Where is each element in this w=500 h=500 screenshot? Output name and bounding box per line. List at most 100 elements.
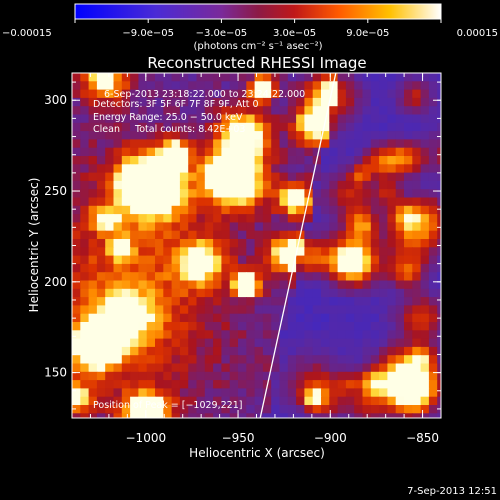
- heatmap-cell: [130, 230, 139, 240]
- heatmap-cell: [229, 263, 239, 273]
- heatmap-cell: [138, 297, 148, 306]
- heatmap-cell: [279, 255, 289, 265]
- heatmap-cell: [246, 297, 256, 306]
- heatmap-cell: [213, 180, 222, 190]
- heatmap-cell: [221, 272, 231, 282]
- heatmap-cell: [329, 305, 339, 315]
- heatmap-cell: [437, 122, 441, 132]
- heatmap-cell: [271, 355, 281, 365]
- heatmap-cell: [395, 97, 405, 107]
- heatmap-cell: [428, 73, 438, 82]
- heatmap-cell: [387, 288, 397, 298]
- heatmap-cell: [188, 214, 198, 223]
- heatmap-cell: [271, 172, 281, 182]
- heatmap-cell: [329, 346, 339, 356]
- heatmap-cell: [179, 122, 189, 132]
- heatmap-cell: [163, 172, 173, 182]
- heatmap-cell: [404, 255, 413, 265]
- heatmap-cell: [428, 230, 438, 240]
- heatmap-cell: [121, 346, 131, 356]
- heatmap-cell: [296, 413, 305, 418]
- heatmap-cell: [138, 380, 148, 389]
- heatmap-cell: [238, 197, 247, 207]
- heatmap-cell: [362, 263, 372, 273]
- heatmap-cell: [437, 288, 441, 298]
- heatmap-cell: [196, 147, 206, 157]
- heatmap-cell: [412, 363, 422, 373]
- heatmap-cell: [287, 180, 297, 190]
- heatmap-cell: [395, 214, 405, 223]
- heatmap-cell: [345, 73, 355, 82]
- heatmap-cell: [155, 106, 164, 116]
- heatmap-cell: [428, 131, 438, 140]
- heatmap-cell: [179, 114, 189, 124]
- heatmap-cell: [428, 280, 438, 290]
- heatmap-cell: [312, 280, 322, 290]
- heatmap-cell: [105, 380, 115, 389]
- heatmap-cell: [354, 114, 364, 124]
- heatmap-cell: [163, 371, 173, 381]
- heatmap-cell: [213, 106, 222, 116]
- heatmap-cell: [121, 405, 131, 414]
- heatmap-cell: [163, 164, 173, 174]
- heatmap-cell: [163, 81, 173, 91]
- heatmap-cell: [312, 363, 322, 373]
- heatmap-cell: [96, 73, 106, 82]
- heatmap-cell: [296, 371, 305, 381]
- heatmap-cell: [312, 189, 322, 199]
- heatmap-cell: [171, 263, 181, 273]
- heatmap-cell: [238, 405, 247, 414]
- heatmap-cell: [238, 189, 247, 199]
- x-axis-label: Heliocentric X (arcsec): [189, 446, 325, 460]
- heatmap-cell: [254, 322, 264, 331]
- heatmap-cell: [105, 330, 115, 340]
- heatmap-cell: [279, 73, 289, 82]
- heatmap-cell: [88, 247, 98, 257]
- heatmap-cell: [428, 263, 438, 273]
- heatmap-cell: [130, 396, 139, 406]
- heatmap-cell: [254, 280, 264, 290]
- heatmap-cell: [287, 388, 297, 398]
- heatmap-cell: [80, 297, 90, 306]
- heatmap-cell: [155, 330, 164, 340]
- heatmap-cell: [379, 139, 388, 149]
- heatmap-cell: [146, 114, 156, 124]
- heatmap-cell: [370, 247, 380, 257]
- heatmap-cell: [88, 255, 98, 265]
- heatmap-cell: [113, 322, 123, 331]
- heatmap-cell: [412, 139, 422, 149]
- heatmap-cell: [412, 396, 422, 406]
- heatmap-cell: [254, 139, 264, 149]
- heatmap-cell: [121, 197, 131, 207]
- heatmap-cell: [379, 263, 388, 273]
- heatmap-cell: [279, 131, 289, 140]
- heatmap-cell: [428, 272, 438, 282]
- heatmap-cell: [404, 405, 413, 414]
- heatmap-cell: [163, 197, 173, 207]
- heatmap-cell: [163, 363, 173, 373]
- heatmap-cell: [287, 297, 297, 306]
- heatmap-cell: [279, 172, 289, 182]
- heatmap-cell: [279, 396, 289, 406]
- heatmap-cell: [262, 89, 272, 99]
- heatmap-cell: [155, 355, 164, 365]
- heatmap-cell: [80, 180, 90, 190]
- heatmap-cell: [246, 106, 256, 116]
- heatmap-cell: [387, 338, 397, 348]
- heatmap-cell: [254, 106, 264, 116]
- heatmap-cell: [404, 396, 413, 406]
- heatmap-cell: [254, 413, 264, 418]
- heatmap-cell: [337, 230, 347, 240]
- heatmap-cell: [221, 363, 231, 373]
- heatmap-cell: [395, 114, 405, 124]
- heatmap-cell: [196, 355, 206, 365]
- heatmap-cell: [254, 396, 264, 406]
- heatmap-cell: [188, 255, 198, 265]
- heatmap-cell: [72, 180, 81, 190]
- heatmap-cell: [337, 214, 347, 223]
- heatmap-cell: [354, 230, 364, 240]
- heatmap-cell: [329, 371, 339, 381]
- heatmap-cell: [379, 255, 388, 265]
- heatmap-cell: [196, 396, 206, 406]
- heatmap-cell: [213, 305, 222, 315]
